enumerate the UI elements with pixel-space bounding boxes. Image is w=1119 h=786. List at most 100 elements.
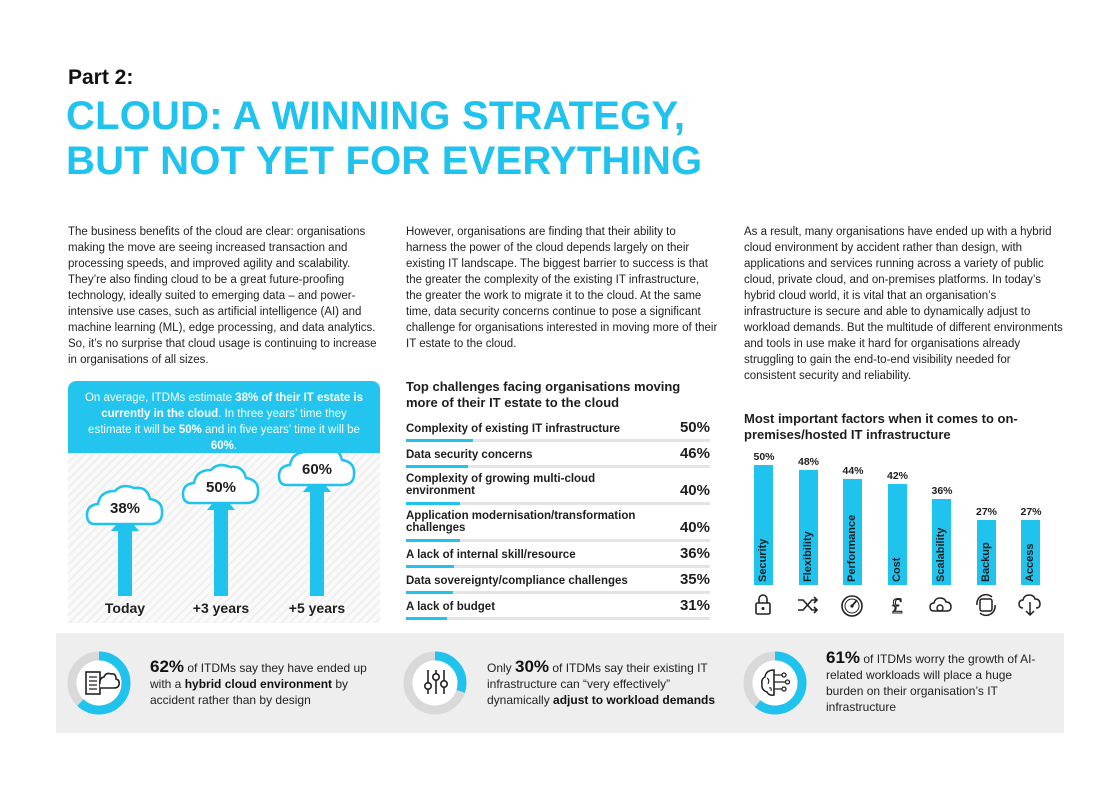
stat-percentage: 30% [515,657,550,676]
factor-bar [887,484,907,585]
cloud-gear-icon [929,597,952,612]
challenge-value: 40% [679,482,710,499]
stat-prefix: Only [487,661,516,675]
challenge-row: Data sovereignty/compliance challenges 35… [406,571,710,597]
challenge-track [406,539,710,542]
headline-line-2: BUT NOT YET FOR EVERYTHING [66,139,703,183]
factor-label: Flexibility [801,531,814,582]
cloud-download-icon [1018,594,1041,617]
challenge-track [406,465,710,468]
growth-value-5y: 60% [301,461,333,478]
challenge-bar [406,565,454,568]
callout-value-3y: 50% [178,424,202,436]
growth-arrows [85,453,356,596]
backup-icon [975,593,996,617]
stat-percentage: 61% [826,648,861,667]
factor-value: 27% [975,506,997,518]
stat-donut [403,651,467,715]
stat-copy: of ITDMs say they have ended up with a [150,661,367,691]
callout-value-today: 38% [235,392,259,404]
growth-label-3y: +3 years [192,600,250,616]
challenge-row: Complexity of growing multi-cloud enviro… [406,471,710,508]
svg-text:£: £ [891,593,902,618]
stat-percentage: 62% [150,657,185,676]
factor-value: 50% [753,451,775,463]
arrow-today [111,514,139,596]
headline-line-1: CLOUD: A WINNING STRATEGY, [66,94,686,138]
factor-bar [932,499,951,585]
challenge-bar [406,617,447,620]
growth-label-5y: +5 years [288,600,346,616]
challenge-label: Complexity of existing IT infrastructure [406,423,621,435]
pound-icon: £ [890,592,902,618]
factor-label: Backup [979,542,992,582]
growth-value-today: 38% [109,500,141,517]
stat-emphasis: hybrid cloud environment [184,677,333,691]
factor-label: Scalability [935,527,947,582]
challenge-label: A lack of budget [406,601,496,613]
server-cloud-icon [85,671,120,695]
cloud-estimate-callout: On average, ITDMs estimate 38% of their … [68,381,380,453]
stat-emphasis: adjust to workload demands [553,693,716,707]
padlock-icon [755,594,771,615]
factor-label: Performance [846,514,858,582]
factor-bar [843,479,862,585]
challenge-bar [406,439,473,442]
challenge-bar [406,539,460,542]
factor-value: 27% [1020,506,1042,518]
stats-panel [56,633,1064,733]
factor-value: 42% [886,470,908,482]
stat-donut [743,651,807,715]
callout-value-5y: 60% [210,440,234,452]
factor-value: 36% [931,485,953,497]
challenge-bar [406,502,460,505]
hybrid-paragraph: As a result, many organisations have end… [744,226,1063,382]
growth-label-today: Today [104,600,146,616]
factor-value: 44% [842,465,864,477]
factor-label: Access [1024,543,1036,582]
page-headline: CLOUD: A WINNING STRATEGY, BUT NOT YET F… [66,94,702,184]
challenge-value: 31% [679,597,710,614]
factor-bar [798,470,818,585]
arrow-5-years [303,475,331,596]
challenge-bar [406,591,453,594]
speedometer-icon [841,595,863,617]
challenge-value: 40% [679,519,710,536]
challenge-row: A lack of budget 31% [406,597,710,623]
arrow-3-years [207,493,235,596]
factor-value: 48% [797,456,819,468]
intro-paragraph: The business benefits of the cloud are c… [68,226,377,366]
challenge-value: 35% [679,571,710,588]
challenge-label: A lack of internal skill/resource [406,549,576,561]
challenge-track [406,617,710,620]
stat-copy: of ITDMs say their existing IT infrastru… [487,661,708,707]
challenge-value: 36% [679,545,710,562]
challenge-value: 46% [679,445,710,462]
stat-copy: of ITDMs worry the growth of AI-related … [826,652,1036,714]
challenges-paragraph: However, organisations are finding that … [406,226,718,350]
challenge-track [406,591,710,594]
challenge-label: Application modernisation/transformation… [406,510,636,534]
stat-copy-end: by accident rather than by design [150,677,349,707]
challenge-row: Complexity of existing IT infrastructure… [406,419,710,445]
challenge-track [406,439,710,442]
factor-bar [1021,520,1040,585]
challenge-row: A lack of internal skill/resource 36% [406,545,710,571]
factor-bar [754,465,773,585]
stat-text: Only 30% of ITDMs say their existing IT … [487,657,727,708]
challenge-label: Complexity of growing multi-cloud enviro… [406,473,596,497]
challenge-label: Data security concerns [406,449,533,461]
factors-title: Most important factors when it comes to … [744,411,1018,442]
ai-brain-icon [761,669,791,696]
stat-text: 61% of ITDMs worry the growth of AI-rela… [826,648,1046,715]
challenge-track [406,565,710,568]
challenge-track [406,502,710,505]
growth-value-3y: 50% [205,479,237,496]
challenge-row: Application modernisation/transformation… [406,508,710,545]
stat-text: 62% of ITDMs say they have ended up with… [150,657,380,708]
challenge-row: Data security concerns 46% [406,445,710,471]
sliders-icon [424,670,448,694]
challenges-title: Top challenges facing organisations movi… [406,379,681,410]
challenge-value: 50% [679,419,710,436]
part-label: Part 2: [68,66,134,89]
